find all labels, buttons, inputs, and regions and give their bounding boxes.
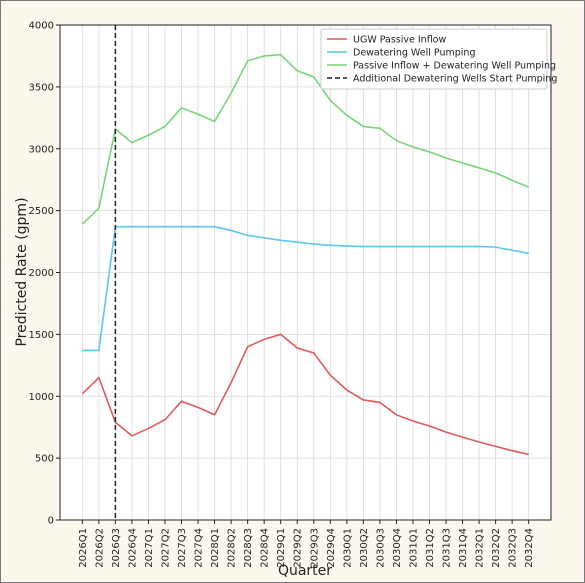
x-tick-label: 2027Q1 (144, 528, 155, 568)
x-axis-label: Quarter (278, 563, 332, 579)
legend-label: Dewatering Well Pumping (353, 48, 475, 59)
y-tick-label: 1500 (29, 330, 54, 341)
y-tick-label: 3500 (29, 82, 54, 93)
x-tick-label: 2031Q1 (408, 528, 419, 568)
x-tick-label: 2030Q3 (375, 528, 386, 568)
y-tick-label: 0 (48, 516, 54, 527)
x-tick-label: 2029Q4 (326, 528, 337, 568)
x-tick-label: 2029Q3 (309, 528, 320, 568)
legend-box (320, 28, 548, 90)
legend-label: Passive Inflow + Dewatering Well Pumping (353, 61, 556, 72)
x-tick-label: 2029Q1 (276, 528, 287, 568)
x-tick-label: 2027Q2 (160, 528, 171, 568)
legend: UGW Passive Inflow Dewatering Well Pumpin… (320, 28, 557, 90)
legend-label: Additional Dewatering Wells Start Pumpin… (353, 74, 557, 85)
x-tick-label: 2028Q2 (227, 528, 238, 568)
x-tick-label: 2031Q3 (442, 528, 453, 568)
x-tick-label: 2030Q1 (342, 528, 353, 568)
x-tick-label: 2026Q1 (78, 528, 89, 568)
x-tick-label: 2032Q1 (475, 528, 486, 568)
x-tick-label: 2031Q2 (425, 528, 436, 568)
x-tick-label: 2027Q3 (177, 528, 188, 568)
x-tick-label: 2031Q4 (458, 528, 469, 568)
series-line (81, 53, 529, 225)
y-tick-label: 4000 (29, 21, 54, 32)
y-tick-label: 500 (35, 454, 54, 465)
x-tick-label: 2032Q3 (508, 528, 519, 568)
grid (60, 24, 551, 521)
y-tick-label: 2000 (29, 268, 54, 279)
x-tick-label: 2030Q4 (392, 528, 403, 568)
series-line (81, 333, 529, 456)
x-tick-label: 2026Q2 (94, 528, 105, 568)
x-tick-label: 2026Q4 (127, 528, 138, 568)
x-tick-label: 2028Q1 (210, 528, 221, 568)
x-tick-label: 2028Q3 (243, 528, 254, 568)
x-tick-label: 2026Q3 (111, 528, 122, 568)
y-tick-label: 3000 (29, 144, 54, 155)
y-tick-label: 1000 (29, 392, 54, 403)
x-tick-label: 2032Q2 (491, 528, 502, 568)
lines (81, 25, 529, 520)
legend-label: UGW Passive Inflow (353, 35, 446, 46)
y-tick-label: 2500 (29, 206, 54, 217)
x-tick-label: 2027Q4 (194, 528, 205, 568)
y-axis-label: Predicted Rate (gpm) (14, 197, 30, 346)
series-line (82, 225, 529, 352)
x-tick-label: 2032Q4 (524, 528, 535, 568)
x-tick-label: 2029Q2 (293, 528, 304, 568)
x-tick-label: 2028Q4 (260, 528, 271, 568)
x-tick-label: 2030Q2 (359, 528, 370, 568)
